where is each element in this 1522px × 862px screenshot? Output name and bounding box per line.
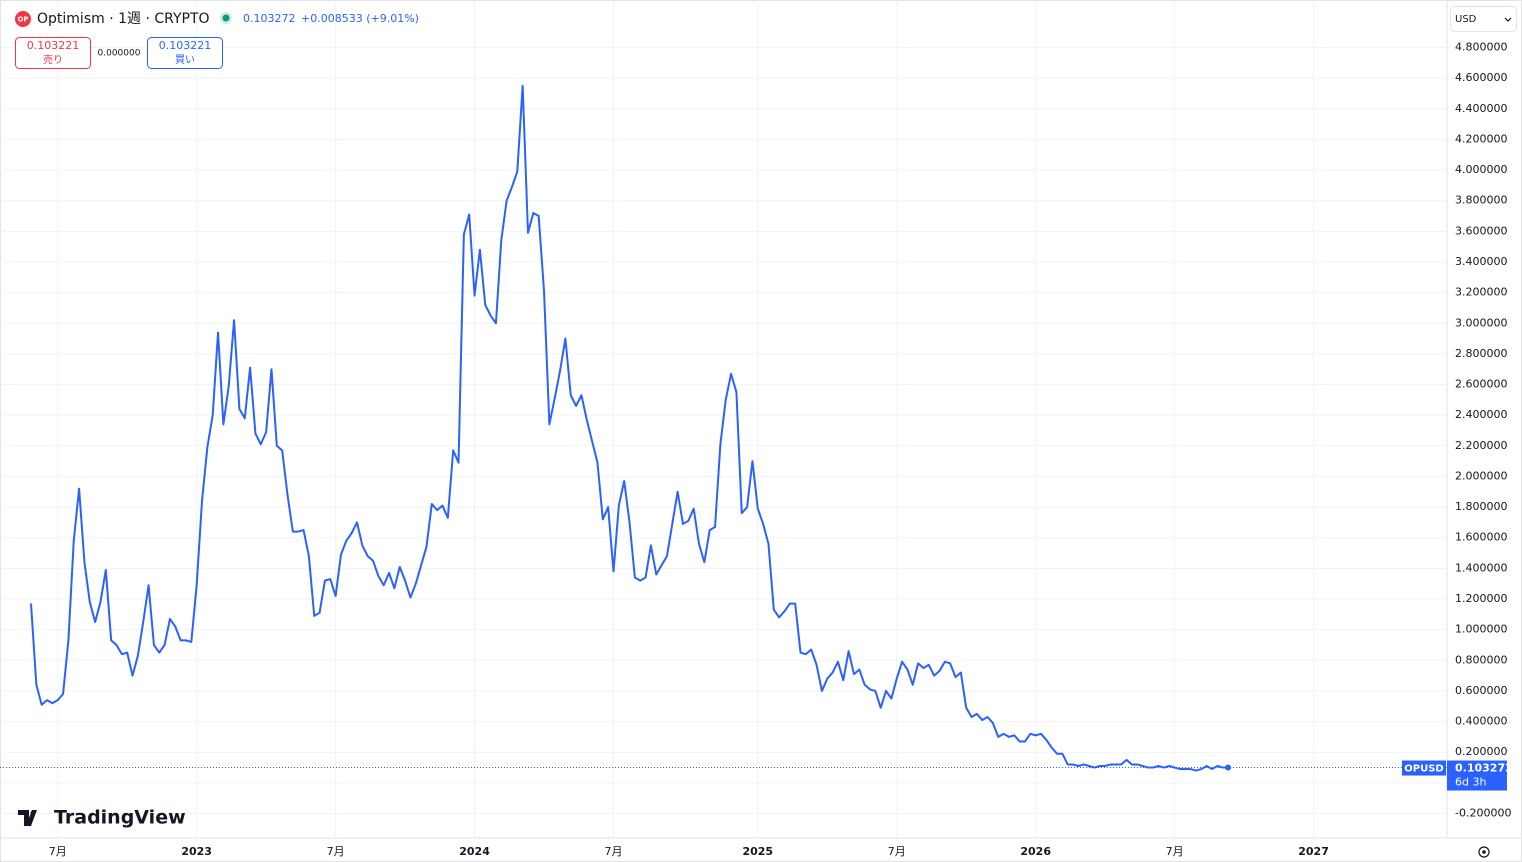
y-tick-label: 4.000000	[1455, 163, 1508, 176]
y-tick-label: 4.800000	[1455, 40, 1508, 53]
y-tick-label: 1.400000	[1455, 561, 1508, 574]
buy-label: 買い	[175, 54, 195, 66]
y-tick-label: -0.200000	[1455, 806, 1511, 819]
y-tick-label: 2.800000	[1455, 347, 1508, 360]
last-price: 0.103272	[243, 12, 296, 25]
y-tick-label: 3.400000	[1455, 255, 1508, 268]
y-tick-label: 0.400000	[1455, 715, 1508, 728]
x-tick-label: 7月	[888, 845, 906, 858]
price-line	[30, 84, 1229, 772]
y-tick-label: 0.200000	[1455, 745, 1508, 758]
y-tick-label: 3.600000	[1455, 224, 1508, 237]
currency-label: USD	[1455, 14, 1477, 25]
y-tick-label: 4.600000	[1455, 71, 1508, 84]
y-tick-label: 0.800000	[1455, 653, 1508, 666]
x-tick-label: 7月	[1166, 845, 1184, 858]
y-tick-label: 1.000000	[1455, 623, 1508, 636]
sell-button[interactable]	[15, 37, 91, 69]
countdown: 6d 3h	[1455, 776, 1486, 789]
buy-price: 0.103221	[159, 39, 212, 52]
y-tick-label: 4.200000	[1455, 132, 1508, 145]
currency-select[interactable]	[1450, 6, 1517, 32]
status-dot	[222, 14, 230, 22]
plot	[0, 84, 1447, 772]
y-tick-label: 3.000000	[1455, 316, 1508, 329]
x-tick-label: 2024	[459, 845, 490, 858]
branding: TradingView	[54, 807, 186, 829]
settings-icon-center	[1482, 850, 1486, 854]
price-change: +0.008533 (+9.01%)	[301, 12, 419, 25]
y-tick-label: 1.600000	[1455, 531, 1508, 544]
settings-icon[interactable]	[1478, 846, 1490, 858]
y-tick-label: 3.800000	[1455, 194, 1508, 207]
x-tick-label: 2025	[742, 845, 773, 858]
x-tick-label: 7月	[604, 845, 622, 858]
symbol-icon-text: OP	[17, 16, 28, 24]
y-tick-label: 1.800000	[1455, 500, 1508, 513]
y-tick-label: 2.200000	[1455, 439, 1508, 452]
x-tick-label: 2027	[1298, 845, 1329, 858]
y-tick-label: 0.600000	[1455, 684, 1508, 697]
x-tick-label: 2026	[1020, 845, 1051, 858]
symbol-icon	[15, 11, 31, 27]
y-tick-label: 3.200000	[1455, 286, 1508, 299]
y-tick-label: 1.200000	[1455, 592, 1508, 605]
sell-label: 売り	[43, 53, 63, 66]
x-tick-label: 7月	[49, 845, 67, 858]
chevron	[1504, 17, 1512, 22]
sell-price: 0.103221	[27, 39, 80, 52]
y-tick-label: 2.000000	[1455, 469, 1508, 482]
y-tick-label: 4.400000	[1455, 102, 1508, 115]
last-point	[1225, 764, 1232, 771]
price-badge	[1447, 760, 1507, 791]
logo-dot	[30, 810, 36, 816]
y-tick-label: 2.400000	[1455, 408, 1508, 421]
x-tick-label: 7月	[327, 845, 345, 858]
symbol-title[interactable]: Optimism · 1週 · CRYPTO	[37, 11, 210, 27]
symbol-badge	[1402, 760, 1446, 776]
x-tick-label: 2023	[181, 845, 212, 858]
axis: -0.200000 0.000000 0.200000 0.400000 0.60000…	[49, 40, 1513, 858]
price-badge-text: 0.103272	[1455, 762, 1513, 775]
buy-button[interactable]	[147, 37, 223, 69]
symbol-badge-text: OPUSD	[1404, 764, 1443, 775]
spread: 0.000000	[98, 49, 141, 59]
y-tick-label: 2.600000	[1455, 378, 1508, 391]
